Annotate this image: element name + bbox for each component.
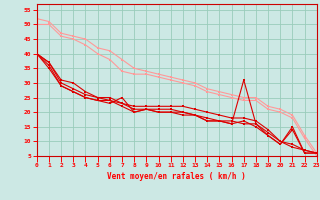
- X-axis label: Vent moyen/en rafales ( km/h ): Vent moyen/en rafales ( km/h ): [108, 172, 246, 181]
